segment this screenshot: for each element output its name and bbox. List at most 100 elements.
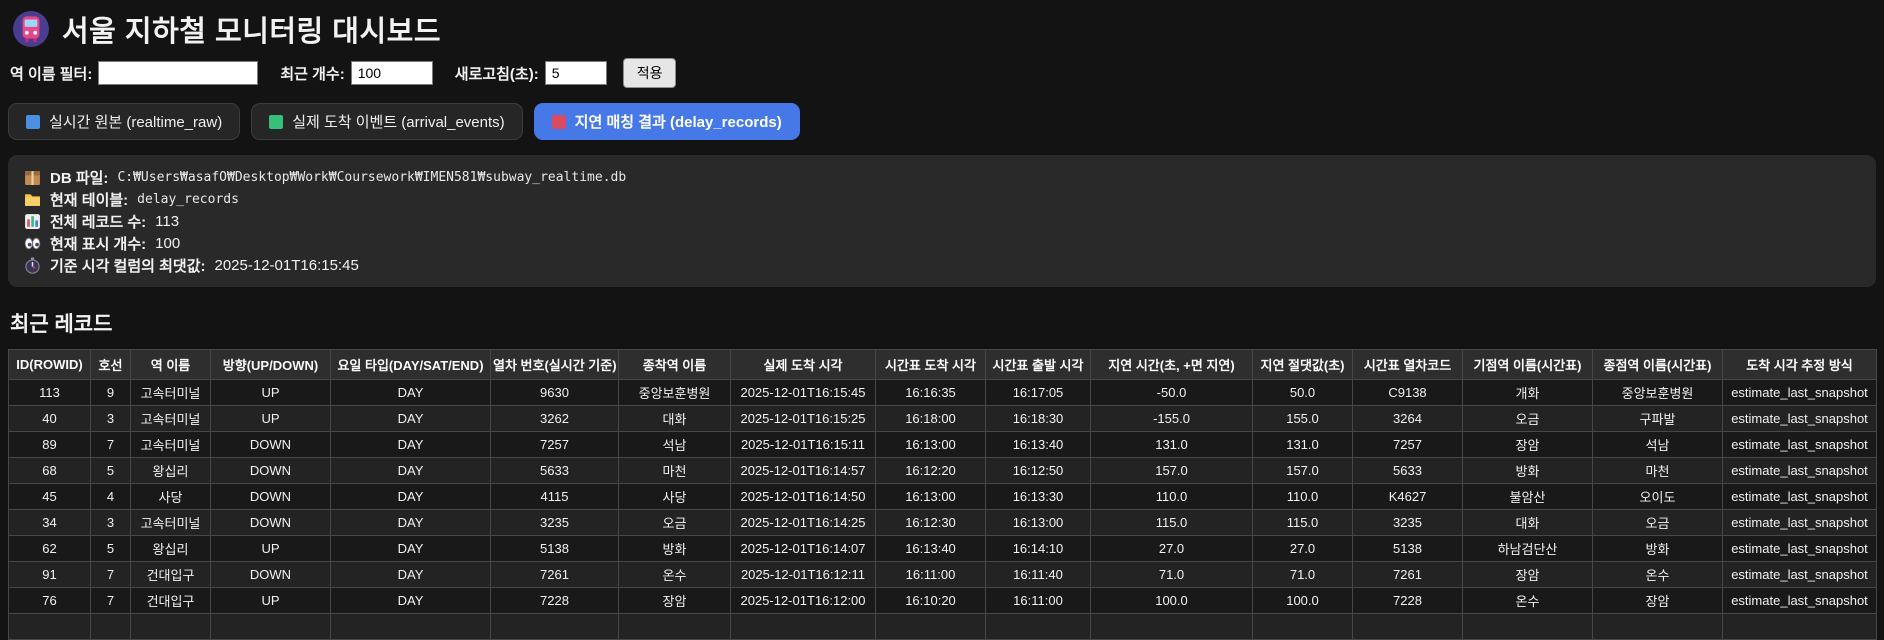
cell: UP — [210, 535, 331, 562]
cell: 100.0 — [1090, 587, 1253, 614]
cell: 오이도 — [1592, 483, 1723, 510]
cell: 89 — [8, 431, 91, 458]
cell: DAY — [330, 535, 491, 562]
cell: 71.0 — [1252, 561, 1353, 588]
cell: 7 — [90, 561, 131, 588]
cell: 방화 — [1462, 457, 1593, 484]
cell: 방화 — [618, 535, 731, 562]
cell: 사당 — [618, 483, 731, 510]
bar-chart-icon — [25, 213, 40, 229]
cell: 16:13:40 — [875, 535, 986, 562]
table-tabs: 실시간 원본 (realtime_raw) 실제 도착 이벤트 (arrival… — [8, 103, 1876, 140]
tab-label: 실제 도착 이벤트 (arrival_events) — [292, 114, 505, 131]
cell: 16:13:40 — [985, 431, 1091, 458]
cell: estimate_last_snapshot — [1722, 561, 1877, 588]
cell: 62 — [8, 535, 91, 562]
apply-button[interactable]: 적용 — [622, 58, 677, 88]
cell: 7228 — [490, 587, 619, 614]
station-filter-input[interactable] — [98, 61, 259, 85]
cell: 16:13:30 — [985, 483, 1091, 510]
column-header: 요일 타입(DAY/SAT/END) — [330, 349, 491, 380]
cell: 중앙보훈병원 — [618, 379, 731, 406]
total-records-label: 전체 레코드 수: — [50, 213, 147, 231]
recent-count-input[interactable] — [350, 61, 433, 85]
eyes-icon — [24, 237, 41, 249]
cell: 고속터미널 — [130, 379, 211, 406]
cell: 5 — [90, 457, 131, 484]
cell — [8, 613, 91, 640]
refresh-interval-input[interactable] — [544, 61, 607, 85]
cell: 오금 — [1462, 405, 1593, 432]
cell: 오금 — [618, 509, 731, 536]
tab-arrival-events[interactable]: 실제 도착 이벤트 (arrival_events) — [251, 103, 523, 140]
cell: 장암 — [618, 587, 731, 614]
cell: DAY — [330, 431, 491, 458]
cell: DAY — [330, 509, 491, 536]
cell: estimate_last_snapshot — [1722, 405, 1877, 432]
refresh-interval-label: 새로고침(초): — [454, 65, 539, 83]
station-filter-label: 역 이름 필터: — [10, 65, 93, 83]
column-header: 지연 시간(초, +면 지연) — [1090, 349, 1253, 380]
cell: 방화 — [1592, 535, 1723, 562]
table-row: 34 3 고속터미널 DOWN DAY 3235 오금 2025-12-01T16:14:25… — [8, 509, 1877, 536]
cell: 구파발 — [1592, 405, 1723, 432]
current-table-label: 현재 테이블: — [50, 191, 129, 209]
cell: estimate_last_snapshot — [1722, 379, 1877, 406]
cell: 27.0 — [1252, 535, 1353, 562]
column-header: 열차 번호(실시간 기준) — [490, 349, 619, 380]
max-time-value: 2025-12-01T16:15:45 — [214, 256, 359, 274]
cell: 157.0 — [1252, 457, 1353, 484]
cell: 5 — [90, 535, 131, 562]
cell: 27.0 — [1090, 535, 1253, 562]
tab-delay-records[interactable]: 지연 매칭 결과 (delay_records) — [533, 103, 800, 140]
cell: 16:16:35 — [875, 379, 986, 406]
cell: 중앙보훈병원 — [1592, 379, 1723, 406]
stopwatch-icon — [25, 257, 40, 274]
cell: 4115 — [490, 483, 619, 510]
cell — [985, 613, 1091, 640]
tab-realtime-raw[interactable]: 실시간 원본 (realtime_raw) — [8, 103, 241, 140]
current-table-value: delay_records — [137, 191, 239, 207]
cell: 16:18:00 — [875, 405, 986, 432]
recent-records-title: 최근 레코드 — [10, 313, 113, 336]
db-file-path: C:₩Users₩asafO₩Desktop₩Work₩Coursework₩I… — [117, 169, 627, 185]
table-row: 45 4 사당 DOWN DAY 4115 사당 2025-12-01T16:14:50 16:… — [8, 483, 1877, 510]
cell: 온수 — [1592, 561, 1723, 588]
cell: 석남 — [1592, 431, 1723, 458]
cell: 157.0 — [1090, 457, 1253, 484]
max-time-line: 기준 시각 컬럼의 최댓값: 2025-12-01T16:15:45 — [24, 254, 1860, 276]
cell: 장암 — [1462, 431, 1593, 458]
cell: 71.0 — [1090, 561, 1253, 588]
cell: 155.0 — [1252, 405, 1353, 432]
cell: UP — [210, 379, 331, 406]
cell: 5633 — [490, 457, 619, 484]
cell: 16:13:00 — [875, 483, 986, 510]
table-row: 89 7 고속터미널 DOWN DAY 7257 석남 2025-12-01T16:15:11… — [8, 431, 1877, 458]
folder-icon — [25, 193, 40, 206]
column-header: 도착 시각 추정 방식 — [1722, 349, 1877, 380]
table-row: 68 5 왕십리 DOWN DAY 5633 마천 2025-12-01T16:14:57 16… — [8, 457, 1877, 484]
cell: 고속터미널 — [130, 509, 211, 536]
cell: DAY — [330, 587, 491, 614]
filter-toolbar: 역 이름 필터: 최근 개수: 새로고침(초): 적용 — [10, 58, 1876, 88]
cell: 장암 — [1592, 587, 1723, 614]
cell: 68 — [8, 457, 91, 484]
cell: 사당 — [130, 483, 211, 510]
cell: 115.0 — [1252, 509, 1353, 536]
cell: 16:11:00 — [985, 587, 1091, 614]
green-square-icon — [269, 114, 284, 129]
cell: 개화 — [1462, 379, 1593, 406]
cell: 110.0 — [1252, 483, 1353, 510]
cell: C9138 — [1352, 379, 1463, 406]
cell — [618, 613, 731, 640]
shown-count-value: 100 — [155, 234, 181, 252]
cell: estimate_last_snapshot — [1722, 509, 1877, 536]
cell: 왕십리 — [130, 535, 211, 562]
cell: 16:11:00 — [875, 561, 986, 588]
table-row — [8, 613, 1877, 640]
cell — [330, 613, 491, 640]
db-info-panel: DB 파일: C:₩Users₩asafO₩Desktop₩Work₩Cours… — [8, 155, 1876, 287]
table-row: 62 5 왕십리 UP DAY 5138 방화 2025-12-01T16:14:07 16:1… — [8, 535, 1877, 562]
shown-count-label: 현재 표시 개수: — [50, 235, 147, 253]
cell: DAY — [330, 561, 491, 588]
